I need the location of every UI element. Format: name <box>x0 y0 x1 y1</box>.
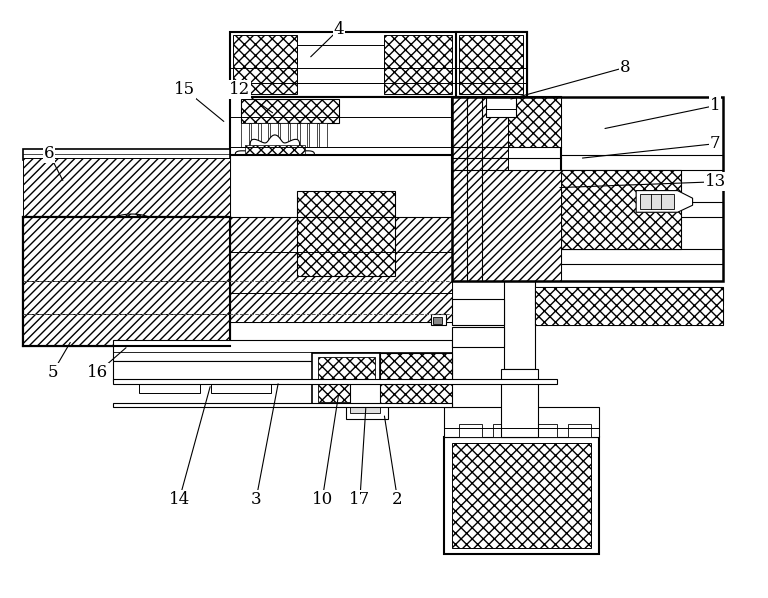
Bar <box>455 32 527 97</box>
Text: 3: 3 <box>250 491 261 508</box>
Polygon shape <box>636 191 693 212</box>
Bar <box>384 35 452 94</box>
Bar <box>260 123 268 147</box>
Bar <box>230 155 452 322</box>
Polygon shape <box>452 97 508 170</box>
Bar <box>505 282 535 370</box>
Bar <box>280 123 288 147</box>
Bar <box>452 327 505 347</box>
Bar <box>230 97 452 158</box>
Text: 5: 5 <box>48 364 58 381</box>
Bar <box>535 308 723 325</box>
Bar <box>350 407 380 413</box>
Bar <box>561 202 723 217</box>
Bar <box>640 194 674 209</box>
Bar <box>113 361 452 381</box>
Bar <box>568 424 591 437</box>
Bar <box>561 249 723 264</box>
Text: 13: 13 <box>704 173 726 190</box>
Bar <box>508 97 561 147</box>
Bar <box>241 99 339 123</box>
Bar <box>251 123 258 147</box>
Bar <box>113 402 452 407</box>
Bar <box>346 405 388 419</box>
Polygon shape <box>23 158 230 217</box>
Polygon shape <box>230 135 320 205</box>
Polygon shape <box>230 217 452 322</box>
Bar <box>452 443 591 548</box>
Bar <box>319 123 327 147</box>
Text: 8: 8 <box>620 59 631 76</box>
Polygon shape <box>91 214 174 279</box>
Text: 7: 7 <box>710 135 720 152</box>
Bar <box>561 170 681 249</box>
Text: 2: 2 <box>392 491 403 508</box>
Bar <box>350 381 396 405</box>
Bar <box>297 191 396 276</box>
Polygon shape <box>23 217 230 346</box>
Bar <box>452 97 561 282</box>
Bar <box>535 287 723 325</box>
Text: 17: 17 <box>349 491 370 508</box>
Bar <box>245 145 305 195</box>
Bar <box>444 437 598 554</box>
Bar <box>113 379 557 384</box>
Text: 15: 15 <box>174 81 195 97</box>
Bar <box>459 35 523 94</box>
Bar <box>535 424 557 437</box>
Text: 14: 14 <box>169 491 190 508</box>
Text: 16: 16 <box>88 364 108 381</box>
Bar <box>380 353 452 405</box>
Bar <box>290 123 297 147</box>
Polygon shape <box>452 170 561 282</box>
Bar <box>270 123 278 147</box>
Bar <box>431 313 445 325</box>
Bar <box>452 299 505 325</box>
Bar <box>501 370 538 437</box>
Text: 4: 4 <box>333 21 344 38</box>
Bar <box>300 123 307 147</box>
Bar <box>561 155 723 170</box>
Bar <box>444 407 598 437</box>
Polygon shape <box>94 290 170 349</box>
Bar <box>318 357 375 402</box>
Bar <box>23 149 230 160</box>
Bar <box>230 32 527 97</box>
Bar <box>313 353 380 405</box>
Bar <box>485 97 516 117</box>
Bar <box>241 123 249 147</box>
Bar <box>433 316 442 324</box>
Bar <box>211 381 271 393</box>
Text: 6: 6 <box>44 145 55 162</box>
Bar <box>459 424 482 437</box>
Bar <box>113 340 452 361</box>
Bar <box>493 424 516 437</box>
Text: 12: 12 <box>229 81 250 97</box>
Bar <box>140 381 200 393</box>
Bar <box>452 97 723 282</box>
Bar <box>297 45 384 83</box>
Bar <box>535 287 723 305</box>
Text: 1: 1 <box>710 97 720 114</box>
Text: 10: 10 <box>312 491 333 508</box>
Bar <box>310 123 317 147</box>
Bar <box>233 35 297 94</box>
Polygon shape <box>23 217 230 346</box>
